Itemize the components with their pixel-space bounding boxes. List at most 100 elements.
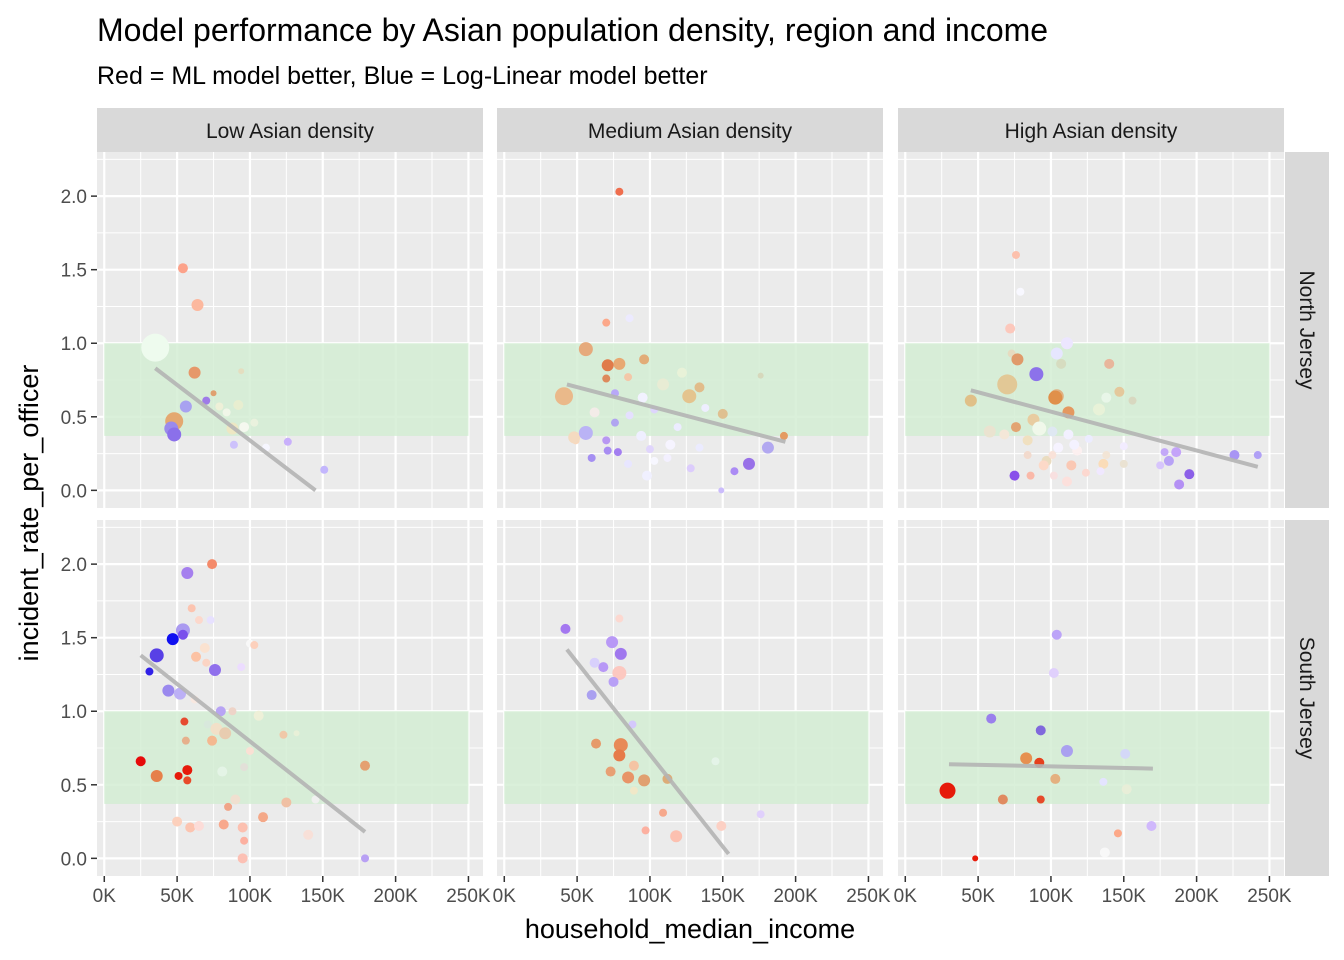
data-point: [1051, 629, 1062, 640]
data-point: [641, 826, 650, 835]
trend-line: [970, 388, 1259, 469]
data-point: [179, 400, 192, 413]
data-point: [188, 366, 201, 379]
facet-label-col-1: Medium Asian density: [588, 120, 793, 143]
data-point: [1171, 447, 1182, 458]
data-point: [625, 411, 634, 420]
data-point: [1047, 426, 1058, 437]
data-point: [180, 717, 189, 726]
y-tick-label: 0.5: [61, 408, 87, 429]
trend-line: [565, 648, 731, 856]
data-point: [303, 829, 314, 840]
data-point: [628, 720, 637, 729]
data-point: [613, 749, 626, 762]
data-point: [622, 771, 635, 784]
data-point: [756, 810, 765, 819]
data-point: [191, 651, 202, 662]
x-tick-label: 100K: [1029, 886, 1074, 907]
data-point: [238, 368, 245, 375]
data-point: [637, 392, 648, 403]
x-tick-label: 0K: [493, 886, 517, 907]
facet-label-row-0: North Jersey: [1295, 270, 1318, 390]
data-point: [206, 616, 215, 625]
data-point: [166, 633, 179, 646]
panel-background: [898, 520, 1284, 876]
data-point: [761, 441, 774, 454]
data-point: [182, 765, 193, 776]
data-point: [199, 642, 210, 653]
data-point: [602, 436, 611, 445]
data-point: [578, 425, 593, 440]
data-point: [222, 408, 231, 417]
panel-0-2: [898, 152, 1284, 508]
facet-strip-col-1: [497, 108, 883, 152]
data-point: [253, 710, 264, 721]
data-point: [606, 636, 619, 649]
panel-1-1: [497, 520, 883, 876]
data-point: [1048, 390, 1063, 405]
data-point: [1069, 439, 1080, 450]
data-point: [1163, 455, 1174, 466]
trend-line: [139, 653, 367, 834]
x-tick-label: 150K: [1102, 886, 1147, 907]
data-point: [568, 431, 581, 444]
data-point: [578, 342, 593, 357]
y-axis-title: incident_rate_per_officer: [14, 365, 44, 662]
panel-1-0: [97, 520, 483, 876]
data-point: [215, 706, 226, 717]
data-point: [1084, 434, 1093, 443]
data-point: [673, 423, 682, 432]
data-point: [670, 830, 683, 843]
data-point: [1036, 795, 1045, 804]
data-point: [628, 760, 639, 771]
data-point: [181, 566, 194, 579]
data-point: [1011, 353, 1024, 366]
chart-subtitle: Red = ML model better, Blue = Log-Linear…: [97, 62, 708, 90]
x-tick-label: 50K: [961, 886, 995, 907]
data-point: [999, 429, 1010, 440]
data-point: [602, 374, 611, 383]
data-point: [207, 559, 218, 570]
data-point: [1114, 386, 1125, 397]
data-point: [645, 445, 654, 454]
x-tick-label: 50K: [160, 886, 194, 907]
data-point: [1066, 460, 1077, 471]
data-point: [210, 390, 217, 397]
data-point: [250, 641, 259, 650]
data-point: [239, 422, 250, 433]
data-point: [650, 456, 659, 465]
data-point: [1060, 337, 1073, 350]
trend-line: [566, 382, 786, 444]
data-point: [603, 446, 612, 455]
data-point: [1099, 777, 1108, 786]
data-point: [1053, 442, 1064, 453]
data-point: [191, 298, 204, 311]
data-point: [1184, 469, 1195, 480]
data-point: [1029, 367, 1044, 382]
data-point: [167, 427, 182, 442]
data-point: [1119, 459, 1128, 468]
data-point: [636, 430, 647, 441]
data-point: [1061, 476, 1072, 487]
x-tick-label: 150K: [301, 886, 346, 907]
data-point: [141, 333, 170, 362]
y-tick-label: 1.5: [61, 629, 87, 650]
data-point: [1009, 470, 1020, 481]
data-point: [1048, 451, 1057, 460]
data-point: [149, 648, 164, 663]
data-point: [194, 616, 203, 625]
data-point: [639, 354, 650, 365]
data-point: [694, 382, 705, 393]
data-point: [711, 757, 720, 766]
y-tick-label: 1.0: [61, 334, 87, 355]
data-point: [560, 623, 571, 634]
data-point: [230, 794, 241, 805]
chart-title: Model performance by Asian population de…: [97, 12, 1048, 48]
data-point: [283, 437, 292, 446]
y-tick-label: 0.0: [61, 481, 87, 502]
y-tick-label: 2.0: [61, 187, 87, 208]
data-point: [757, 372, 764, 379]
data-point: [614, 647, 627, 660]
data-point: [135, 756, 146, 767]
data-point: [615, 614, 624, 623]
